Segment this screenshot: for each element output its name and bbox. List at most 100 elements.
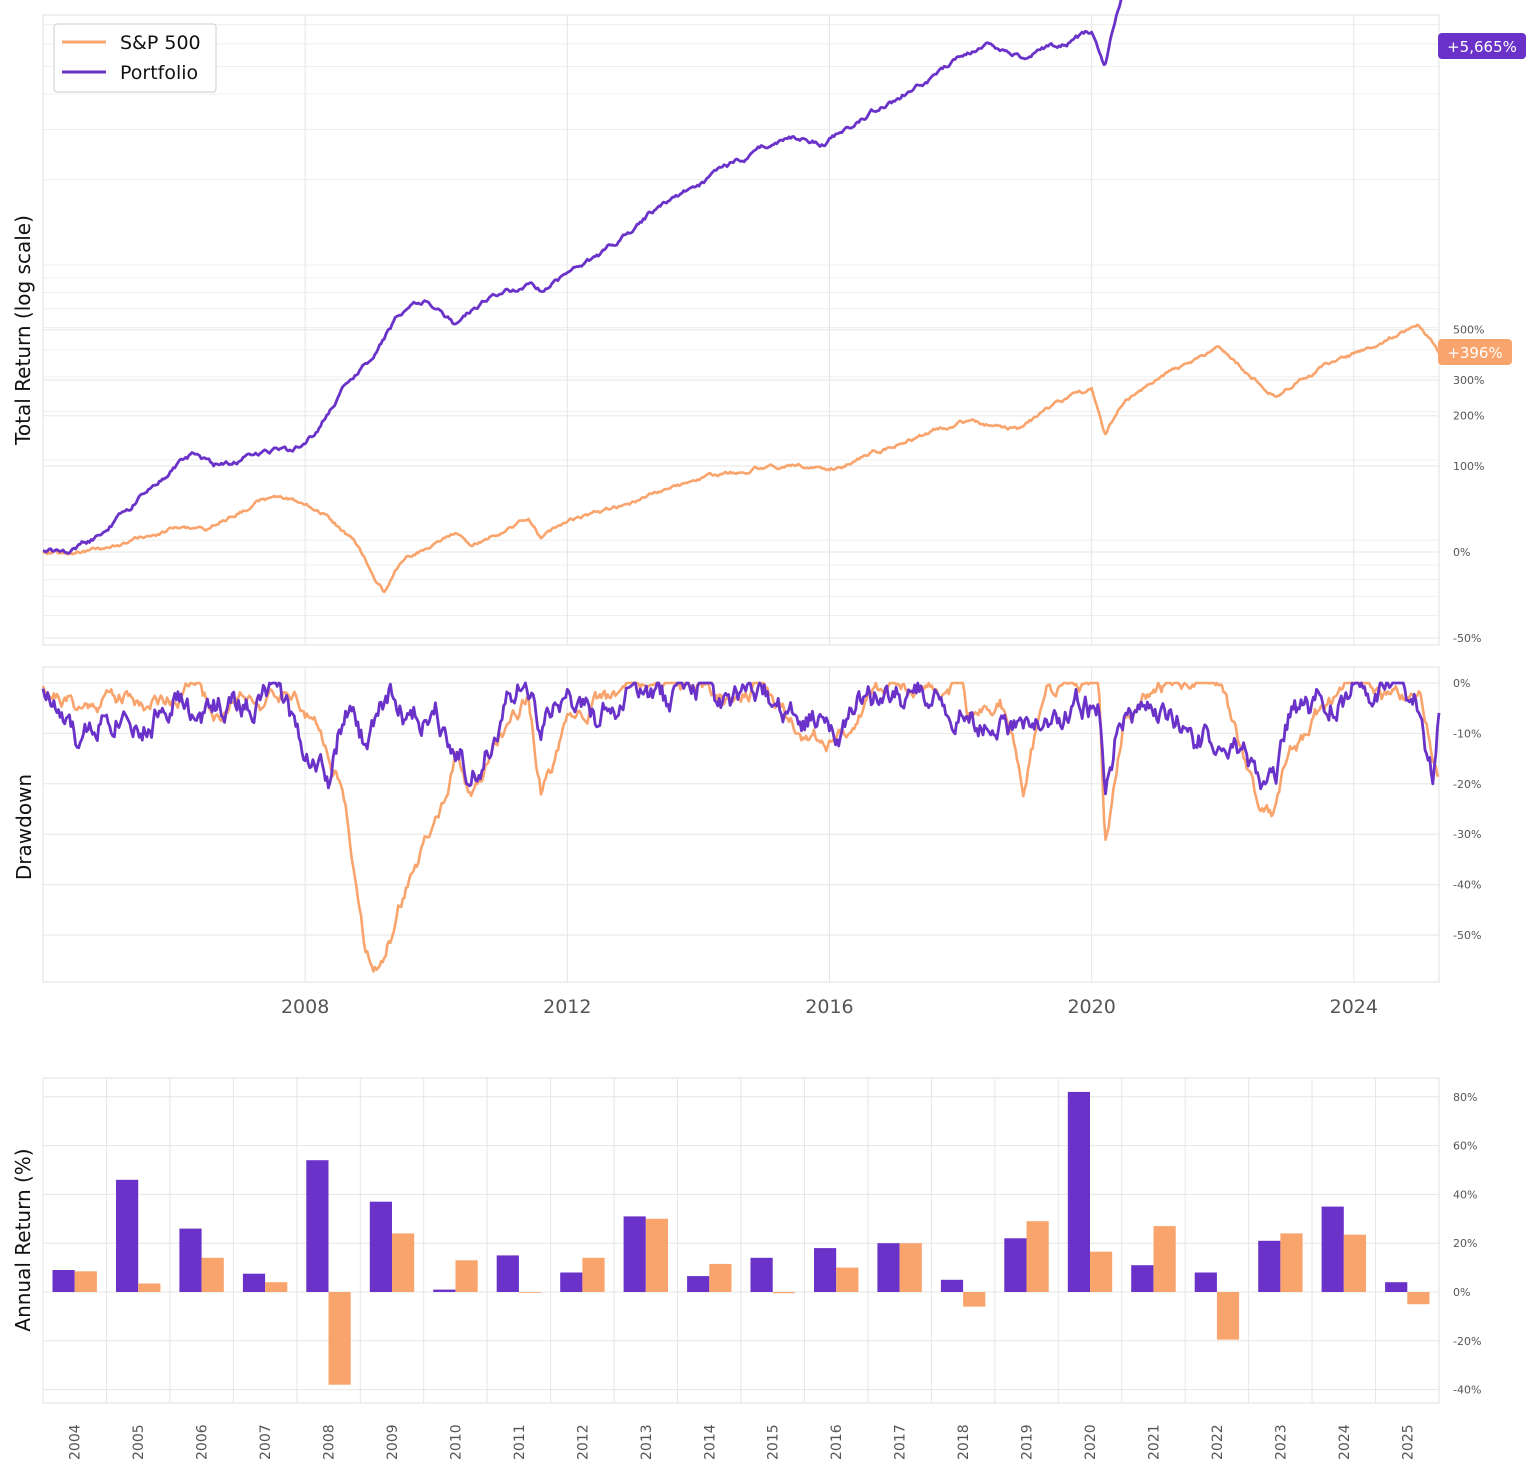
y-tick-label: 100% [1453, 460, 1484, 473]
annual-return-y-label: Annual Return (%) [11, 1148, 35, 1331]
bar-sp500-2021 [1153, 1226, 1176, 1292]
x-tick-label: 2013 [639, 1424, 655, 1460]
bar-sp500-2011 [518, 1292, 542, 1293]
bar-portfolio-2015 [750, 1257, 773, 1292]
y-tick-label: -50% [1453, 929, 1481, 942]
x-tick-label: 2024 [1337, 1424, 1353, 1460]
x-tick-label: 2020 [1083, 1424, 1099, 1460]
x-tick-label: 2012 [575, 1424, 591, 1460]
bar-portfolio-2019 [1004, 1238, 1027, 1292]
x-tick-label: 2025 [1400, 1424, 1416, 1460]
x-tick-label: 2016 [829, 1424, 845, 1460]
bar-portfolio-2005 [116, 1179, 139, 1292]
line-portfolio-total-return [43, 0, 1123, 555]
x-tick-label: 2011 [512, 1424, 528, 1460]
y-tick-label: 0% [1453, 677, 1470, 690]
y-tick-label: -20% [1453, 778, 1481, 791]
bar-portfolio-2021 [1131, 1265, 1154, 1292]
drawdown-plot-area [42, 666, 1440, 983]
bar-portfolio-2025 [1385, 1282, 1408, 1292]
x-tick-label: 2017 [893, 1424, 909, 1460]
drawdown-y-ticks: 0% -10% -20% -30% -40% -50% [1453, 677, 1481, 942]
x-tick-label: 2010 [449, 1424, 465, 1460]
bar-portfolio-2012 [560, 1272, 583, 1292]
total-return-y-label: Total Return (log scale) [11, 215, 35, 446]
y-tick-label: 60% [1453, 1140, 1477, 1153]
y-tick-label: -30% [1453, 828, 1481, 841]
drawdown-y-label: Drawdown [12, 774, 36, 880]
y-tick-label: 300% [1453, 374, 1484, 387]
x-tick-label: 2009 [385, 1424, 401, 1460]
y-tick-label: 20% [1453, 1237, 1477, 1250]
annual-return-y-ticks: -40% -20% 0% 20% 40% 60% 80% [1453, 1091, 1481, 1397]
bar-portfolio-2014 [687, 1276, 710, 1292]
bar-portfolio-2016 [814, 1248, 837, 1292]
bar-sp500-2016 [836, 1267, 859, 1292]
x-tick-label: 2006 [195, 1424, 211, 1460]
bar-sp500-2022 [1216, 1292, 1240, 1340]
total-return-lines [42, 0, 1441, 594]
end-label-portfolio-bg [1438, 33, 1526, 59]
end-label-portfolio-text: +5,665% [1447, 38, 1517, 56]
bar-sp500-2007 [265, 1282, 288, 1292]
bar-portfolio-2020 [1067, 1091, 1090, 1292]
bar-portfolio-2017 [877, 1243, 900, 1292]
bar-portfolio-2009 [369, 1201, 392, 1292]
bar-portfolio-2004 [52, 1270, 75, 1292]
x-tick-label: 2019 [1020, 1424, 1036, 1460]
x-tick-label: 2021 [1147, 1424, 1163, 1460]
x-tick-label: 2020 [1067, 996, 1115, 1018]
y-tick-label: -40% [1453, 879, 1481, 892]
y-tick-label: 0% [1453, 546, 1470, 559]
y-tick-label: -40% [1453, 1384, 1481, 1397]
bar-sp500-2025 [1407, 1292, 1430, 1305]
y-tick-label: 0% [1453, 1286, 1470, 1299]
x-tick-label: 2022 [1210, 1424, 1226, 1460]
legend-label-sp500: S&P 500 [120, 32, 201, 54]
bar-sp500-2017 [899, 1243, 922, 1292]
total-return-y-ticks: -50% 0% 100% 200% 300% 500% [1453, 324, 1484, 645]
bar-sp500-2010 [455, 1260, 478, 1292]
bar-sp500-2014 [709, 1263, 732, 1292]
x-tick-label: 2018 [956, 1424, 972, 1460]
x-tick-label: 2012 [543, 996, 591, 1018]
bar-portfolio-2018 [940, 1279, 964, 1292]
x-tick-label: 2023 [1273, 1424, 1289, 1460]
bar-portfolio-2010 [433, 1289, 456, 1292]
annual-return-panel: -40%-20%0%20%40%60%80% 2004 2005 2006 2007 2… [11, 1077, 1481, 1460]
bar-sp500-2004 [74, 1271, 97, 1292]
bar-sp500-2005 [138, 1283, 161, 1292]
legend: S&P 500 Portfolio [53, 23, 217, 93]
x-tick-label: 2014 [702, 1424, 718, 1460]
bar-portfolio-2006 [179, 1228, 202, 1292]
x-tick-label: 2016 [805, 996, 853, 1018]
y-tick-label: 40% [1453, 1188, 1477, 1201]
bar-portfolio-2008 [306, 1160, 329, 1292]
bar-sp500-2009 [392, 1233, 415, 1292]
total-return-panel: -50% 0% 100% 200% 300% 500% Total Return (log… [11, 0, 1526, 646]
x-tick-label: 2005 [131, 1424, 147, 1460]
annual-return-x-ticks: 2004 2005 2006 2007 2008 2009 2010 2011 2012 2013… [68, 1424, 1417, 1460]
annual-return-grid [42, 1078, 1439, 1403]
end-label-portfolio: +5,665% [1438, 33, 1526, 59]
drawdown-panel: 0%-10%-20%-30%-40%-50% 2008 2012 2016 2020 2… [12, 666, 1481, 1018]
bar-sp500-2013 [645, 1218, 668, 1292]
bar-sp500-2018 [963, 1292, 986, 1307]
drawdown-lines [41, 681, 1441, 973]
bar-portfolio-2013 [623, 1216, 646, 1292]
bar-portfolio-2007 [242, 1273, 266, 1292]
end-label-sp500-text: +396% [1447, 344, 1502, 362]
bar-sp500-2020 [1090, 1251, 1113, 1292]
x-tick-label: 2015 [766, 1424, 782, 1460]
y-tick-label: -10% [1453, 727, 1481, 740]
y-tick-label: -20% [1453, 1335, 1481, 1348]
bar-portfolio-2024 [1321, 1206, 1344, 1292]
drawdown-x-ticks: 2008 2012 2016 2020 2024 [281, 996, 1378, 1018]
bar-sp500-2019 [1026, 1221, 1049, 1292]
line-sp500-total-return [42, 323, 1441, 594]
annual-return-bars [52, 1091, 1430, 1385]
end-label-sp500-bg [1438, 339, 1512, 365]
bar-sp500-2006 [201, 1257, 224, 1292]
y-tick-label: 200% [1453, 410, 1484, 423]
